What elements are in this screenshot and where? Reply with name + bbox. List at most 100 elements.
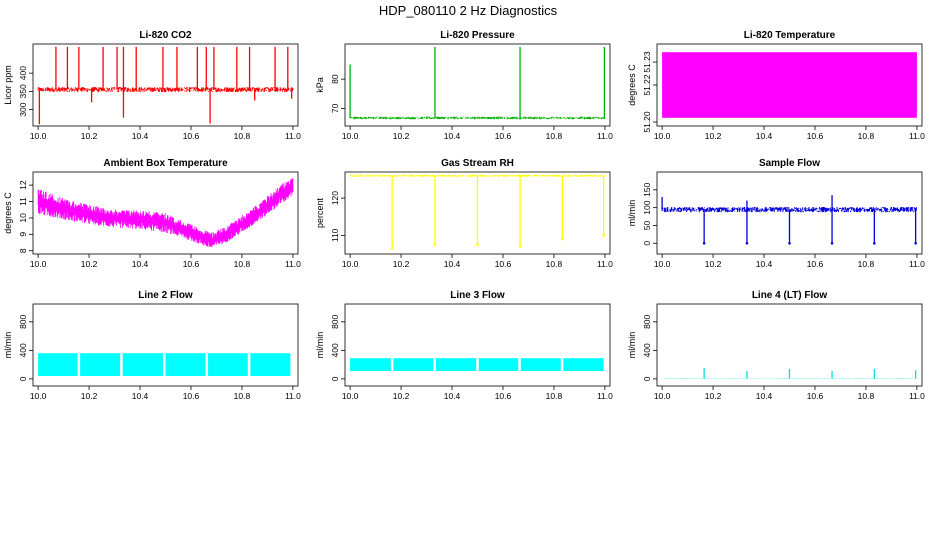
x-tick-label: 10.8 [546, 391, 563, 401]
x-tick-label: 10.6 [807, 391, 824, 401]
series [37, 178, 294, 247]
panel-title: Li-820 Pressure [440, 30, 515, 41]
panel-title: Sample Flow [759, 158, 820, 169]
flow-segment [80, 353, 121, 377]
panel-title: Line 3 Flow [450, 290, 505, 301]
data-dip-point [873, 242, 876, 245]
x-tick-label: 10.2 [81, 131, 98, 141]
y-tick-label: 800 [642, 314, 652, 328]
plot-frame [32, 43, 299, 127]
x-tick-label: 10.8 [858, 131, 875, 141]
x-tick-label: 10.4 [756, 131, 773, 141]
x-tick-label: 10.2 [705, 391, 722, 401]
data-dip-point [702, 242, 706, 245]
y-tick-label: 400 [330, 343, 340, 357]
x-tick-label: 10.8 [546, 131, 563, 141]
panel-8: Line 3 Flow ml/min 10.0 10.2 10.4 10.6 10.8 11.… [315, 290, 613, 401]
x-tick-label: 10.2 [393, 131, 410, 141]
y-tick-label: 300 [18, 102, 28, 116]
y-tick-label: 12 [18, 180, 28, 190]
plot-frame [32, 303, 299, 387]
x-tick-label: 11.0 [285, 131, 301, 141]
y-tick-label: 0 [642, 376, 652, 381]
y-axis-label: degrees C [3, 192, 13, 234]
x-tick-label: 11.0 [597, 259, 613, 269]
panel-title: Line 4 (LT) Flow [752, 290, 828, 301]
x-tick-label: 10.8 [234, 131, 251, 141]
flow-segment [478, 358, 519, 372]
flow-segment [520, 358, 561, 372]
y-tick-label: 350 [18, 84, 28, 98]
x-tick-label: 11.0 [909, 259, 925, 269]
x-tick-label: 10.4 [444, 391, 461, 401]
x-tick-label: 10.0 [30, 131, 47, 141]
x-tick-label: 10.2 [81, 259, 98, 269]
plot-frame [656, 303, 923, 387]
x-tick-label: 10.0 [654, 259, 671, 269]
y-tick-label: 70 [330, 103, 340, 113]
x-tick-label: 10.2 [393, 391, 410, 401]
data-dip-point [390, 247, 394, 250]
flow-segment [38, 353, 78, 377]
x-tick-label: 10.6 [495, 391, 512, 401]
y-axis-label: degrees C [627, 64, 637, 106]
series [661, 368, 918, 379]
y-tick-label: 51.20 [642, 111, 652, 133]
y-axis-label: kPa [315, 77, 325, 93]
y-tick-label: 8 [18, 248, 28, 253]
x-tick-label: 10.8 [546, 259, 563, 269]
series [662, 52, 917, 118]
x-tick-label: 10.0 [654, 131, 671, 141]
data-dip-point [914, 242, 917, 245]
signal-trace [349, 116, 606, 120]
x-tick-label: 11.0 [285, 259, 301, 269]
series [349, 46, 606, 120]
y-tick-label: 50 [642, 220, 652, 230]
panel-5: Gas Stream RH percent 10.0 10.2 10.4 10.6 10.8… [315, 158, 613, 269]
y-axis-label: percent [315, 197, 325, 228]
y-tick-label: 10 [18, 213, 28, 223]
x-tick-label: 10.4 [444, 259, 461, 269]
y-tick-label: 120 [330, 191, 340, 205]
x-tick-label: 10.2 [705, 259, 722, 269]
x-tick-label: 10.6 [183, 131, 200, 141]
series [38, 353, 291, 377]
panel-title: Li-820 CO2 [139, 30, 192, 41]
x-tick-label: 10.2 [705, 131, 722, 141]
data-dip-point [745, 242, 749, 245]
page-title: HDP_080110 2 Hz Diagnostics [378, 3, 558, 18]
y-tick-label: 150 [642, 182, 652, 196]
x-tick-label: 10.6 [183, 391, 200, 401]
x-tick-label: 10.8 [858, 259, 875, 269]
x-tick-label: 10.6 [183, 259, 200, 269]
x-tick-label: 10.6 [495, 259, 512, 269]
x-tick-label: 10.0 [654, 391, 671, 401]
y-tick-label: 800 [330, 314, 340, 328]
x-tick-label: 10.0 [30, 391, 47, 401]
y-tick-label: 51.23 [642, 51, 652, 73]
panel-title: Gas Stream RH [441, 158, 514, 169]
x-tick-label: 10.6 [807, 259, 824, 269]
x-tick-label: 10.4 [756, 391, 773, 401]
x-tick-label: 10.0 [342, 131, 359, 141]
panel-4: Ambient Box Temperature degrees C 10.0 10.2… [3, 158, 301, 269]
flow-segment [122, 353, 163, 377]
y-axis-label: ml/min [3, 332, 13, 359]
x-tick-label: 11.0 [909, 131, 925, 141]
data-dip-point [518, 245, 522, 248]
flow-segment [393, 358, 434, 372]
y-axis-label: ml/min [315, 332, 325, 359]
data-dip-point [830, 242, 834, 245]
temperature-trace [37, 178, 294, 247]
y-axis-label: ml/min [627, 332, 637, 359]
plot-frame [32, 171, 299, 255]
data-dip-point [788, 242, 791, 245]
series [349, 174, 606, 250]
x-tick-label: 10.4 [132, 259, 149, 269]
panel-6: Sample Flow ml/min 10.0 10.2 10.4 10.6 10.8 11.… [627, 158, 925, 269]
x-tick-label: 10.8 [234, 391, 251, 401]
y-tick-label: 0 [18, 376, 28, 381]
flow-segment [208, 353, 248, 377]
flow-segment [350, 358, 391, 372]
